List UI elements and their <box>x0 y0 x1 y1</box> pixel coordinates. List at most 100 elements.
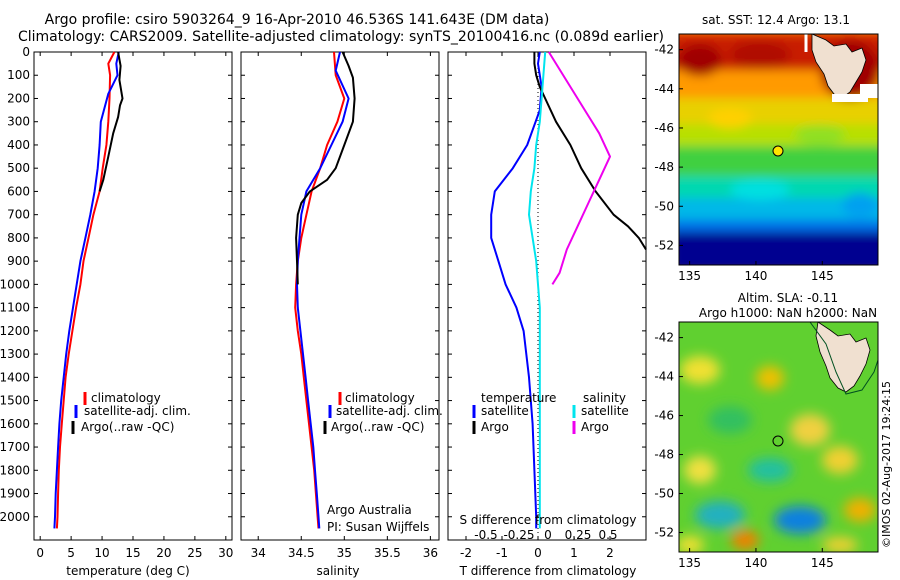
sst-map-frame <box>678 33 879 266</box>
y-tick-label: 200 <box>7 91 30 105</box>
sla-map-frame <box>678 321 879 553</box>
lat-tick-label: -48 <box>654 448 674 462</box>
y-tick-label: 1300 <box>0 347 30 361</box>
x-tick-label: 35 <box>337 546 352 560</box>
difference-panel: -2 -1 0 1 2 S difference from climatology -0… <box>447 51 647 578</box>
series-line-blue <box>490 51 543 529</box>
lat-tick-label: -50 <box>654 487 674 501</box>
x-tick-label: 2 <box>606 546 614 560</box>
y-tick-label: 1100 <box>0 301 30 315</box>
legend-label-t-satellite: satellite <box>481 404 529 418</box>
y-tick-label: 1600 <box>0 417 30 431</box>
legend-header-temperature: temperature <box>481 391 556 405</box>
x-tick-label: 34 <box>251 546 266 560</box>
lat-tick-label: -44 <box>654 82 674 96</box>
salinity-panel: 34 34.5 35 35.5 36 salinity climatology sate… <box>240 51 443 578</box>
title-line-1: Argo profile: csiro 5903264_9 16-Apr-201… <box>45 12 550 28</box>
y-tick-label: 400 <box>7 138 30 152</box>
x-tick-label: 36 <box>423 546 438 560</box>
legend-label-argo: Argo(..raw -QC) <box>331 420 424 434</box>
lon-tick-label: 145 <box>811 269 834 283</box>
title-line-2: Climatology: CARS2009. Satellite-adjuste… <box>18 29 664 45</box>
y-tick-label: 1500 <box>0 394 30 408</box>
lat-tick-label: -44 <box>654 370 674 384</box>
difference-legend: temperature salinity satellite Argo sate… <box>472 391 629 434</box>
difference-plot-frame <box>447 51 647 541</box>
y-tick-label: 1000 <box>0 277 30 291</box>
x-tick-label: 30 <box>218 546 233 560</box>
y-tick-label: 300 <box>7 115 30 129</box>
lat-tick-label: -50 <box>654 199 674 213</box>
legend-label-s-satellite: satellite <box>581 404 629 418</box>
y-tick-label: 100 <box>7 68 30 82</box>
s-diff-tick-label: 0.25 <box>565 528 592 542</box>
lon-tick-label: 140 <box>744 269 767 283</box>
legend-header-salinity: salinity <box>583 391 626 405</box>
y-tick-label: 1200 <box>0 324 30 338</box>
x-tick-label: 25 <box>187 546 202 560</box>
legend-label-satellite-adj: satellite-adj. clim. <box>336 404 443 418</box>
series-line-red <box>294 51 346 529</box>
y-tick-label: 600 <box>7 184 30 198</box>
legend-label-climatology: climatology <box>91 391 161 405</box>
legend-label-satellite-adj: satellite-adj. clim. <box>84 404 191 418</box>
lon-tick-label: 145 <box>811 556 834 570</box>
temperature-axis-label: temperature (deg C) <box>66 564 189 578</box>
lat-tick-label: -46 <box>654 121 674 135</box>
temperature-plot-frame <box>33 51 233 541</box>
series-line-black <box>533 52 647 251</box>
series-line-black <box>295 51 356 285</box>
lat-tick-label: -52 <box>654 526 674 540</box>
x-tick-label: 20 <box>156 546 171 560</box>
legend-label-t-argo: Argo <box>481 420 509 434</box>
legend-label-climatology: climatology <box>345 391 415 405</box>
legend-label-argo: Argo(..raw -QC) <box>81 420 174 434</box>
x-tick-label: 0 <box>36 546 44 560</box>
y-tick-label: 900 <box>7 254 30 268</box>
y-tick-label: 800 <box>7 231 30 245</box>
x-tick-label: -2 <box>460 546 472 560</box>
sla-map-title-line-1: Altim. SLA: -0.11 <box>738 291 838 305</box>
sla-heatmap <box>679 322 878 552</box>
y-tick-label: 1800 <box>0 463 30 477</box>
imos-timestamp: ©IMOS 02-Aug-2017 19:24:15 <box>880 381 893 548</box>
x-tick-label: 1 <box>570 546 578 560</box>
y-tick-label: 1700 <box>0 440 30 454</box>
legend-label-s-argo: Argo <box>581 420 609 434</box>
lon-tick-label: 135 <box>678 556 701 570</box>
lon-tick-label: 135 <box>678 269 701 283</box>
sla-map-panel: Altim. SLA: -0.11 Argo h1000: NaN h2000:… <box>654 291 879 570</box>
series-line-blue <box>296 51 350 529</box>
s-diff-tick-label: 0.5 <box>598 528 617 542</box>
y-tick-label: 1900 <box>0 487 30 501</box>
x-tick-label: 35.5 <box>374 546 401 560</box>
tasmania-shape <box>811 34 867 99</box>
salinity-legend: climatology satellite-adj. clim. Argo(..… <box>323 391 443 434</box>
temperature-legend: climatology satellite-adj. clim. Argo(..… <box>71 391 191 434</box>
argo-position-marker <box>772 145 784 157</box>
lat-tick-label: -42 <box>654 43 674 57</box>
x-tick-label: 10 <box>94 546 109 560</box>
sla-map-title-line-2: Argo h1000: NaN h2000: NaN <box>699 306 877 320</box>
x-tick-label: 0 <box>534 546 542 560</box>
salinity-axis-label: salinity <box>316 564 359 578</box>
lat-tick-label: -42 <box>654 331 674 345</box>
x-tick-label: -1 <box>496 546 508 560</box>
lat-tick-label: -48 <box>654 160 674 174</box>
series-line-cyan <box>528 51 547 529</box>
y-tick-label: 500 <box>7 161 30 175</box>
x-tick-label: 5 <box>67 546 75 560</box>
sst-map-title: sat. SST: 12.4 Argo: 13.1 <box>702 13 850 27</box>
y-tick-label: 1400 <box>0 370 30 384</box>
series-line-red <box>55 51 116 529</box>
temperature-panel: 0 100 200 300 400 500 600 700 800 900 1000 1100 1200… <box>0 45 233 578</box>
pi-label: PI: Susan Wijffels <box>327 520 429 534</box>
s-diff-tick-label: 0 <box>544 528 552 542</box>
argo-position-marker <box>772 435 784 447</box>
lat-tick-label: -52 <box>654 238 674 252</box>
lat-tick-label: -46 <box>654 409 674 423</box>
lon-tick-label: 140 <box>744 556 767 570</box>
t-diff-axis-label: T difference from climatology <box>459 564 637 578</box>
y-tick-label: 700 <box>7 208 30 222</box>
